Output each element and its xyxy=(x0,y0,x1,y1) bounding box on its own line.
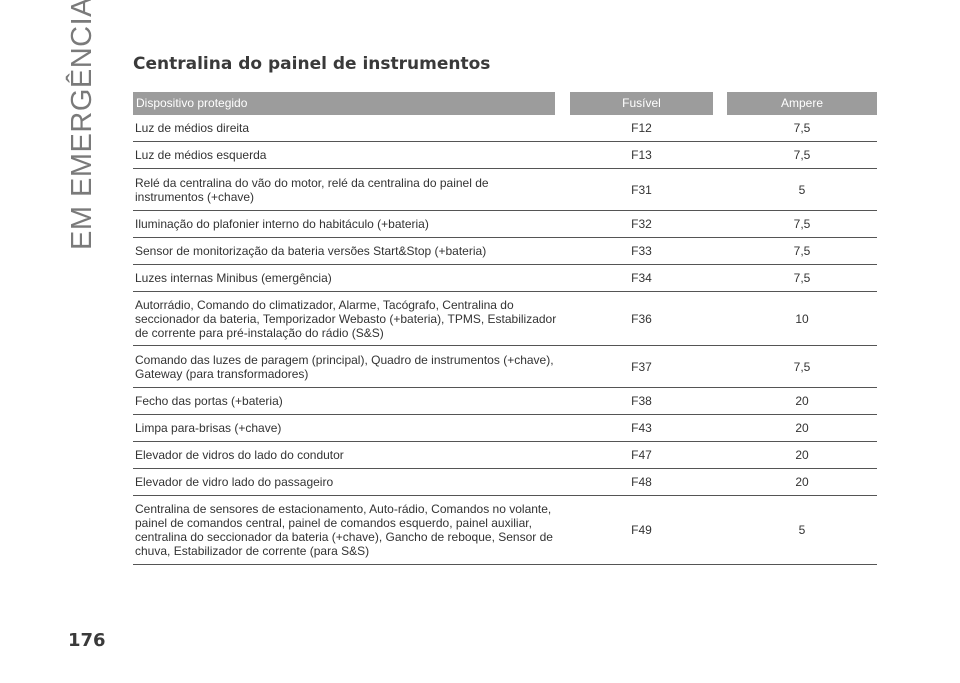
ampere-cell: 7,5 xyxy=(793,217,811,231)
fuse-cell: F37 xyxy=(631,359,652,374)
section-title: Centralina do painel de instrumentos xyxy=(133,54,491,74)
fuse-cell: F43 xyxy=(631,421,652,435)
page-number: 176 xyxy=(68,630,106,651)
device-cell: Centralina de sensores de estacionamento… xyxy=(135,502,553,558)
ampere-cell: 20 xyxy=(795,394,809,408)
device-cell: Fecho das portas (+bateria) xyxy=(135,394,283,408)
table-row: Limpa para-brisas (+chave) F43 20 xyxy=(133,415,877,442)
ampere-cell: 10 xyxy=(795,311,809,326)
table-row: Luz de médios direita F12 7,5 xyxy=(133,115,877,142)
device-cell: Elevador de vidros do lado do condutor xyxy=(135,448,344,462)
fuse-cell: F49 xyxy=(631,523,652,537)
table-row: Autorrádio, Comando do climatizador, Ala… xyxy=(133,292,877,346)
header-device: Dispositivo protegido xyxy=(133,92,555,115)
fuse-cell: F33 xyxy=(631,244,652,258)
table-row: Luzes internas Minibus (emergência) F34 7,… xyxy=(133,265,877,292)
ampere-cell: 20 xyxy=(795,475,809,489)
fuse-cell: F32 xyxy=(631,217,652,231)
fuse-cell: F38 xyxy=(631,394,652,408)
table-row: Fecho das portas (+bateria) F38 20 xyxy=(133,388,877,415)
fuse-cell: F48 xyxy=(631,475,652,489)
fuse-cell: F13 xyxy=(631,148,652,162)
device-cell: Elevador de vidro lado do passageiro xyxy=(135,475,334,489)
ampere-cell: 5 xyxy=(798,182,806,197)
header-ampere: Ampere xyxy=(727,92,877,115)
device-cell: Limpa para-brisas (+chave) xyxy=(135,421,282,435)
fuse-cell: F36 xyxy=(631,311,652,326)
chapter-side-title: EM EMERGÊNCIA xyxy=(66,0,98,250)
device-cell: Luz de médios direita xyxy=(135,121,250,135)
fuse-cell: F31 xyxy=(631,182,652,197)
ampere-cell: 20 xyxy=(795,421,809,435)
ampere-cell: 7,5 xyxy=(793,271,811,285)
table-row: Elevador de vidros do lado do condutor F4… xyxy=(133,442,877,469)
ampere-cell: 5 xyxy=(798,523,806,537)
device-cell: Relé da centralina do vão do motor, relé… xyxy=(135,175,489,204)
device-cell: Sensor de monitorização da bateria versõ… xyxy=(135,244,487,258)
device-cell: Luzes internas Minibus (emergência) xyxy=(135,271,332,285)
table-row: Luz de médios esquerda F13 7,5 xyxy=(133,142,877,169)
table-row: Centralina de sensores de estacionamento… xyxy=(133,496,877,565)
table-row: Sensor de monitorização da bateria versõ… xyxy=(133,238,877,265)
ampere-cell: 7,5 xyxy=(793,359,811,374)
ampere-cell: 7,5 xyxy=(793,121,811,135)
ampere-cell: 7,5 xyxy=(793,148,811,162)
fuse-cell: F12 xyxy=(631,121,652,135)
header-fuse: Fusível xyxy=(570,92,713,115)
device-cell: Iluminação do plafonier interno do habit… xyxy=(135,217,429,231)
table-row: Iluminação do plafonier interno do habit… xyxy=(133,211,877,238)
table-row: Relé da centralina do vão do motor, relé… xyxy=(133,169,877,211)
device-cell: Autorrádio, Comando do climatizador, Ala… xyxy=(135,297,557,340)
device-cell: Comando das luzes de paragem (principal)… xyxy=(135,352,554,381)
fuse-cell: F34 xyxy=(631,271,652,285)
ampere-cell: 7,5 xyxy=(793,244,811,258)
table-row: Elevador de vidro lado do passageiro F48 2… xyxy=(133,469,877,496)
fuse-table: Luz de médios direita F12 7,5 Luz de médios… xyxy=(133,115,877,565)
ampere-cell: 20 xyxy=(795,448,809,462)
table-header: Dispositivo protegido Fusível Ampere xyxy=(133,92,877,115)
table-row: Comando das luzes de paragem (principal)… xyxy=(133,346,877,388)
fuse-cell: F47 xyxy=(631,448,652,462)
device-cell: Luz de médios esquerda xyxy=(135,148,267,162)
